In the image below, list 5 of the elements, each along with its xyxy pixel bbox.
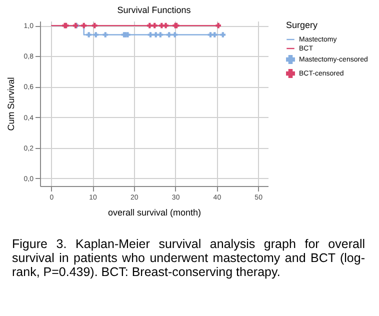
legend-title: Surgery [286, 20, 318, 30]
y-axis-title: Cum Survival [6, 77, 16, 131]
caption: Figure 3. Kaplan-Meier survival analysis graph for overall survival in patients who underwent mastectomy and BCT (log-rank, P=0.439). BCT: Breast-conserving therapy. [12, 237, 365, 279]
chart-title: Survival Functions [117, 5, 192, 15]
x-axis-title: overall survival (month) [108, 208, 202, 218]
